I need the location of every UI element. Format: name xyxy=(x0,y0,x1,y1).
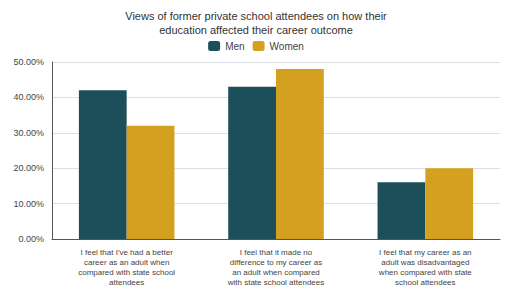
svg-text:50.00%: 50.00% xyxy=(13,57,44,67)
svg-text:10.00%: 10.00% xyxy=(13,199,44,209)
svg-text:I feel that I've had a better: I feel that I've had a better xyxy=(81,248,174,257)
svg-text:I feel that my career as an: I feel that my career as an xyxy=(379,248,472,257)
svg-text:with state school attendees: with state school attendees xyxy=(227,278,325,287)
svg-text:compared with state school: compared with state school xyxy=(78,268,175,277)
svg-text:30.00%: 30.00% xyxy=(13,128,44,138)
svg-text:40.00%: 40.00% xyxy=(13,92,44,102)
svg-text:school attendees: school attendees xyxy=(395,278,456,287)
svg-text:Women: Women xyxy=(270,41,304,52)
svg-text:education affected their caree: education affected their career outcome xyxy=(159,24,353,36)
svg-text:when compared with state: when compared with state xyxy=(378,268,472,277)
svg-text:an adult when compared: an adult when compared xyxy=(232,268,320,277)
svg-text:career as an adult when: career as an adult when xyxy=(84,258,169,267)
svg-text:Views of former private school: Views of former private school attendees… xyxy=(125,10,387,22)
svg-text:20.00%: 20.00% xyxy=(13,163,44,173)
svg-text:difference to my career as: difference to my career as xyxy=(230,258,322,267)
svg-text:0.00%: 0.00% xyxy=(18,234,44,244)
svg-text:Men: Men xyxy=(225,41,244,52)
svg-text:I feel that it made no: I feel that it made no xyxy=(240,248,313,257)
svg-text:attendees: attendees xyxy=(109,278,144,287)
svg-text:adult was disadvantaged: adult was disadvantaged xyxy=(381,258,469,267)
